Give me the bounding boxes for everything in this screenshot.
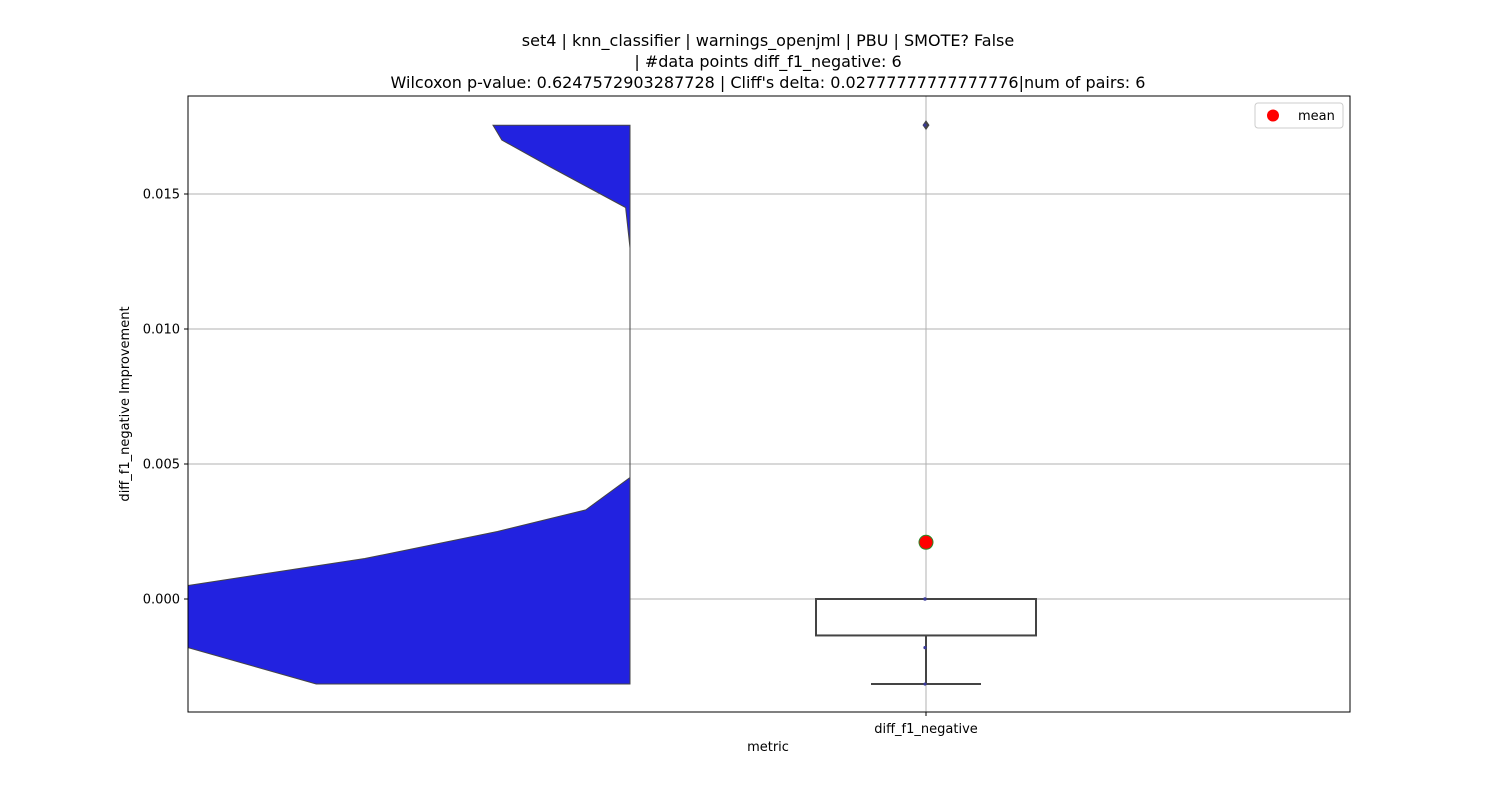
legend-mean-label: mean (1298, 109, 1335, 124)
y-axis-ticks: 0.000 0.005 0.010 0.015 (143, 188, 188, 608)
legend-box (1254, 102, 1344, 129)
title-line-3: Wilcoxon p-value: 0.6247572903287728 | C… (391, 73, 1146, 92)
y-tick-label: 0.000 (143, 593, 180, 608)
x-tick-label: diff_f1_negative (874, 722, 978, 737)
box-plot (815, 120, 1037, 686)
y-tick-label: 0.010 (143, 323, 180, 338)
x-axis-ticks: diff_f1_negative (874, 712, 978, 737)
title-line-1: set4 | knn_classifier | warnings_openjml… (522, 31, 1014, 51)
chart-title: set4 | knn_classifier | warnings_openjml… (391, 31, 1146, 92)
legend: mean (1254, 102, 1344, 129)
data-point (923, 597, 927, 601)
violin-shape (188, 124, 631, 685)
x-axis-label: metric (747, 740, 789, 755)
plot-area-frame (187, 95, 1351, 713)
mean-marker (918, 534, 934, 550)
legend-mean-marker (1267, 109, 1279, 122)
y-axis-label: diff_f1_negative Improvement (118, 306, 133, 501)
y-tick-label: 0.015 (143, 188, 180, 203)
mean-markers (918, 534, 934, 550)
data-points (923, 123, 927, 686)
box-iqr (815, 598, 1037, 637)
data-point (923, 123, 927, 127)
y-tick-label: 0.005 (143, 458, 180, 473)
title-line-2: | #data points diff_f1_negative: 6 (634, 52, 901, 72)
data-point (923, 646, 927, 650)
data-point (923, 682, 927, 686)
violin-plot (188, 124, 631, 685)
